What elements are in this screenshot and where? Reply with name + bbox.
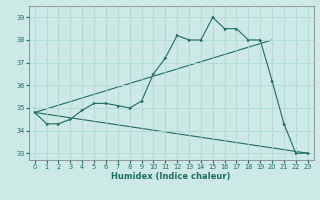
X-axis label: Humidex (Indice chaleur): Humidex (Indice chaleur) [111, 172, 231, 181]
